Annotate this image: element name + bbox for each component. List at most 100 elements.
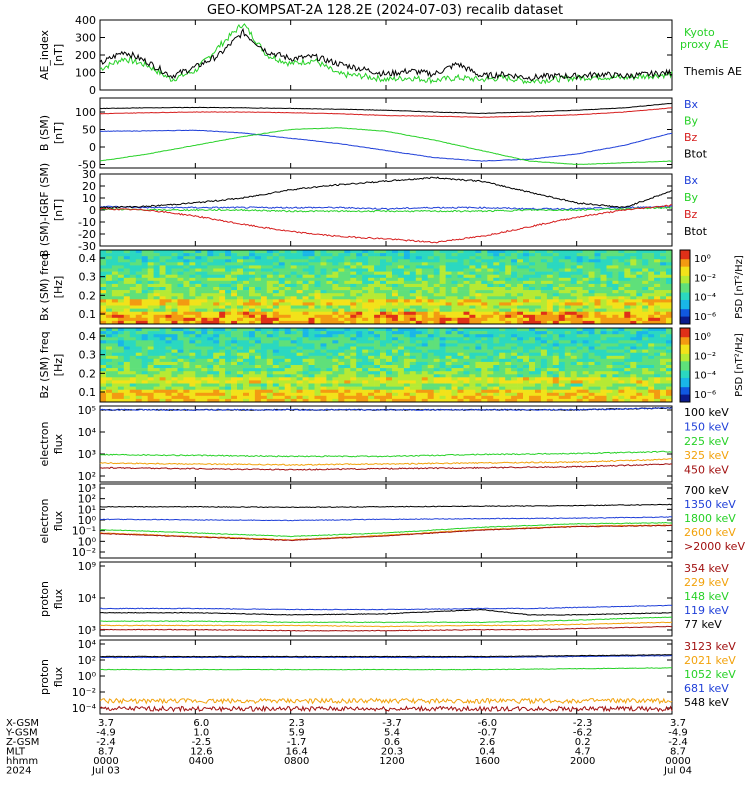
spectrogram-cell [380,315,386,318]
spectrogram-cell [338,253,344,256]
spectrogram-cell [529,368,535,371]
spectrogram-cell [386,377,392,380]
spectrogram-cell [344,350,350,353]
spectrogram-cell [285,331,291,334]
spectrogram-cell [178,299,184,302]
spectrogram-cell [559,256,565,259]
spectrogram-cell [398,306,404,309]
spectrogram-cell [106,256,112,259]
spectrogram-cell [630,287,636,290]
spectrogram-cell [398,353,404,356]
spectrogram-cell [386,253,392,256]
spectrogram-cell [618,368,624,371]
spectrogram-cell [618,315,624,318]
spectrogram-cell [326,368,332,371]
spectrogram-cell [267,337,273,340]
spectrogram-cell [160,340,166,343]
spectrogram-cell [392,374,398,377]
spectrogram-cell [481,347,487,350]
spectrogram-cell [607,368,613,371]
spectrogram-cell [469,256,475,259]
spectrogram-cell [517,299,523,302]
spectrogram-cell [291,293,297,296]
spectrogram-cell [422,384,428,387]
spectrogram-cell [166,306,172,309]
spectrogram-cell [404,368,410,371]
spectrogram-cell [154,328,160,331]
spectrogram-cell [499,284,505,287]
spectrogram-cell [338,356,344,359]
spectrogram-cell [624,340,630,343]
spectrogram-cell [267,315,273,318]
spectrogram-cell [422,328,428,331]
spectrogram-cell [392,250,398,253]
spectrogram-cell [499,296,505,299]
spectrogram-cell [279,275,285,278]
spectrogram-cell [183,368,189,371]
spectrogram-cell [469,250,475,253]
spectrogram-cell [267,259,273,262]
spectrogram-cell [172,377,178,380]
spectrogram-cell [350,371,356,374]
spectrogram-cell [166,309,172,312]
spectrogram-cell [380,380,386,383]
spectrogram-cell [362,299,368,302]
spectrogram-cell [350,368,356,371]
spectrogram-cell [666,293,672,296]
spectrogram-cell [154,384,160,387]
spectrogram-cell [475,368,481,371]
spectrogram-cell [571,390,577,393]
spectrogram-cell [446,293,452,296]
spectrogram-cell [178,296,184,299]
spectrogram-cell [565,262,571,265]
spectrogram-cell [106,275,112,278]
spectrogram-cell [618,275,624,278]
spectrogram-cell [213,306,219,309]
spectrogram-cell [469,331,475,334]
spectrogram-cell [255,347,261,350]
spectrogram-cell [201,250,207,253]
spectrogram-cell [207,275,213,278]
spectrogram-cell [237,365,243,368]
spectrogram-cell [201,284,207,287]
spectrogram-cell [416,262,422,265]
spectrogram-cell [166,250,172,253]
spectrogram-cell [112,353,118,356]
spectrogram-cell [517,290,523,293]
spectrogram-cell [553,290,559,293]
spectrogram-cell [654,287,660,290]
spectrogram-cell [154,290,160,293]
spectrogram-cell [535,350,541,353]
spectrogram-cell [386,262,392,265]
spectrogram-cell [595,387,601,390]
spectrogram-cell [505,356,511,359]
spectrogram-cell [160,259,166,262]
spectrogram-cell [148,269,154,272]
spectrogram-cell [487,377,493,380]
spectrogram-cell [589,312,595,315]
spectrogram-cell [142,393,148,396]
spectrogram-cell [583,337,589,340]
spectrogram-cell [416,374,422,377]
spectrogram-cell [529,302,535,305]
spectrogram-cell [362,387,368,390]
spectrogram-cell [565,284,571,287]
spectrogram-cell [207,265,213,268]
spectrogram-cell [577,371,583,374]
spectrogram-cell [428,393,434,396]
spectrogram-cell [618,359,624,362]
spectrogram-cell [601,315,607,318]
spectrogram-cell [261,380,267,383]
spectrogram-cell [368,275,374,278]
spectrogram-cell [291,309,297,312]
spectrogram-cell [243,318,249,321]
spectrogram-cell [321,365,327,368]
spectrogram-cell [666,371,672,374]
spectrogram-cell [505,377,511,380]
spectrogram-cell [386,331,392,334]
spectrogram-cell [505,312,511,315]
spectrogram-cell [654,250,660,253]
spectrogram-cell [219,265,225,268]
spectrogram-cell [225,253,231,256]
spectrogram-cell [410,387,416,390]
